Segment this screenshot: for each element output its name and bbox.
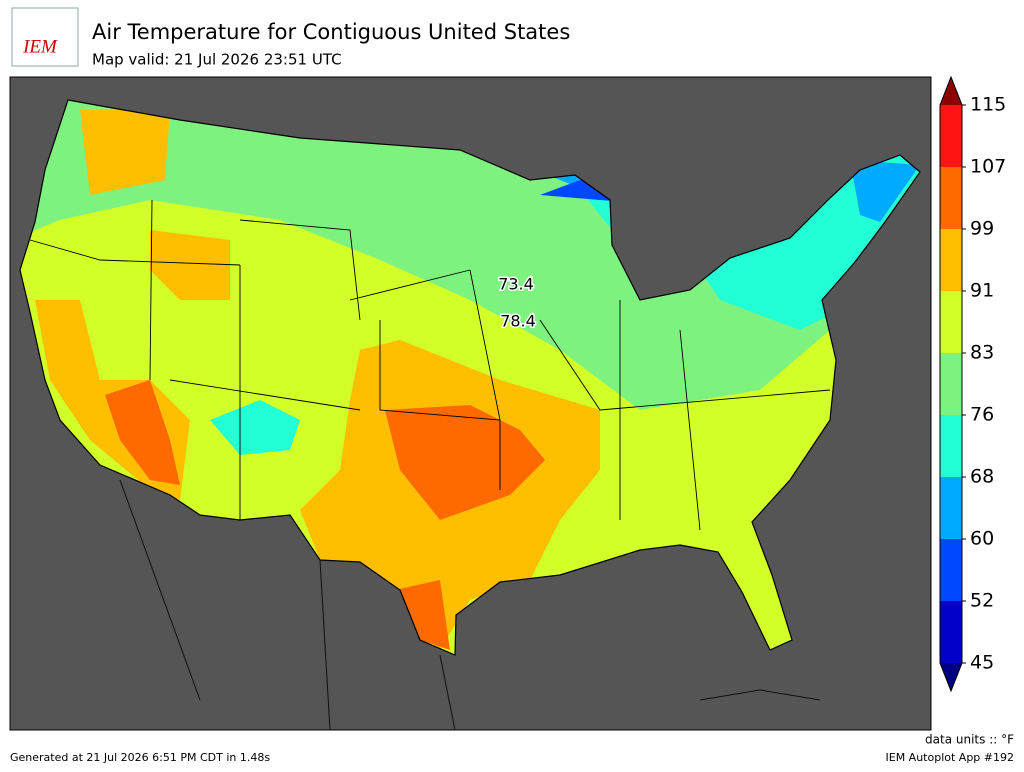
colorbar-tick-label: 83 — [970, 342, 994, 364]
colorbar-bin — [940, 477, 962, 539]
colorbar-bin — [940, 353, 962, 415]
zone — [105, 380, 545, 650]
logo-text: IEM — [22, 36, 58, 57]
station-value: 73.4 — [498, 275, 534, 294]
zone — [210, 400, 300, 455]
colorbar-tick-label: 115 — [970, 94, 1006, 116]
zone — [80, 110, 230, 300]
colorbar-bin — [940, 167, 962, 229]
colorbar-tick-label: 99 — [970, 218, 994, 240]
logo-box — [11, 7, 79, 67]
colorbar-bin — [940, 291, 962, 353]
station-value: 78.4 — [500, 312, 536, 331]
state-lines — [29, 199, 831, 531]
colorbar-bin — [940, 539, 962, 601]
colorbar-bin — [940, 229, 962, 291]
neighbor-coast — [119, 479, 821, 731]
station-labels: 73.4 78.4 — [497, 273, 538, 332]
colorbar: 45 52 60 68 76 83 91 99 107 115 — [939, 75, 1006, 693]
title: Air Temperature for Contiguous United St… — [92, 20, 570, 44]
colorbar-tick-label: 52 — [970, 590, 994, 612]
colorbar-tick-label: 91 — [970, 280, 994, 302]
logo: IEM — [11, 7, 79, 67]
generated-note: Generated at 21 Jul 2026 6:51 PM CDT in … — [10, 751, 270, 764]
colorbar-under — [940, 663, 962, 691]
zone — [850, 160, 920, 222]
subtitle: Map valid: 21 Jul 2026 23:51 UTC — [92, 51, 342, 69]
colorbar-tick-label: 107 — [970, 156, 1006, 178]
units-label: data units :: °F — [925, 733, 1014, 747]
colorbar-bin — [940, 415, 962, 477]
app-note: IEM Autoplot App #192 — [886, 751, 1015, 764]
colorbar-tick-label: 60 — [970, 528, 994, 550]
colorbar-tick-label: 76 — [970, 404, 994, 426]
colorbar-bin — [940, 105, 962, 167]
colorbar-bin — [940, 601, 962, 663]
colorbar-tick-label: 68 — [970, 466, 994, 488]
colorbar-tick-label: 45 — [970, 652, 994, 674]
colorbar-over — [940, 77, 962, 105]
